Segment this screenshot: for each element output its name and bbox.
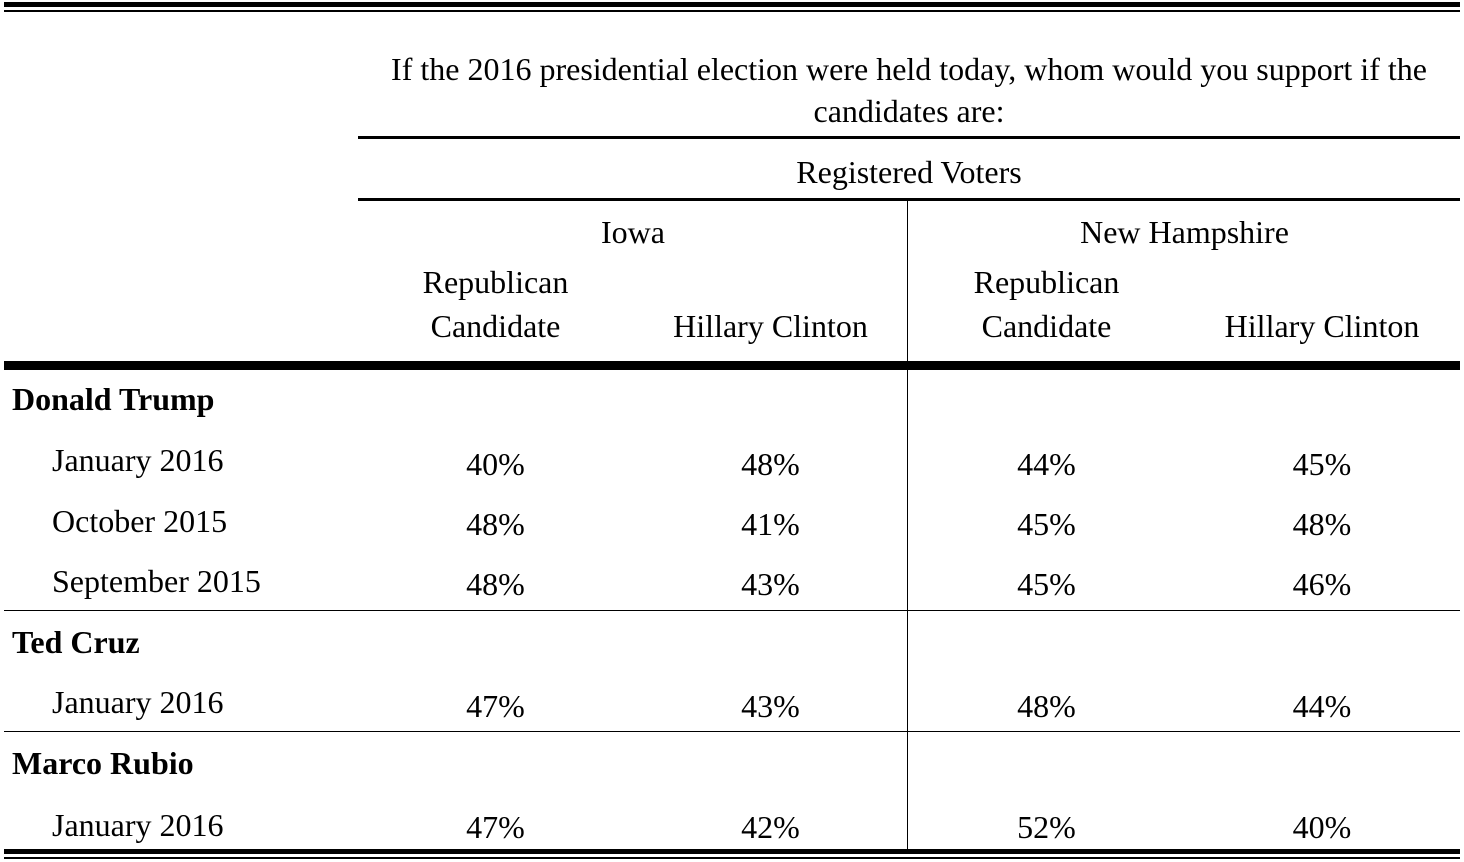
bottom-rule-thick (4, 849, 1460, 854)
row-date: January 2016 (52, 442, 224, 478)
table-cell: 45% (1017, 566, 1076, 602)
group-divider (4, 731, 1460, 732)
header-rule-thick (4, 361, 1460, 370)
row-date: January 2016 (52, 807, 224, 843)
population-rule (358, 198, 1460, 201)
table-cell: 47% (466, 688, 525, 724)
candidate-label: Donald Trump (12, 381, 215, 417)
group-divider (4, 610, 1460, 611)
subheader-iowa-republican-line2: Candidate (430, 308, 561, 344)
top-rule-thin (4, 10, 1460, 12)
table-cell: 44% (1017, 446, 1076, 482)
row-date: October 2015 (52, 503, 228, 539)
table-cell: 40% (466, 446, 525, 482)
table-cell: 45% (1292, 446, 1352, 482)
table-cell: 41% (741, 506, 800, 542)
table-cell: 43% (741, 566, 800, 602)
survey-question: If the 2016 presidential election were h… (391, 51, 1427, 129)
table-cell: 43% (741, 688, 800, 724)
table-cell: 48% (741, 446, 800, 482)
table-cell: 40% (1292, 809, 1352, 845)
state-divider (907, 200, 908, 850)
subheader-nh-clinton: Hillary Clinton (1224, 308, 1420, 344)
table-cell: 48% (1017, 688, 1076, 724)
subheader-nh-republican-line2: Candidate (981, 308, 1112, 344)
bottom-rule-thin (4, 857, 1460, 859)
state-header-new-hampshire: New Hampshire (1080, 214, 1289, 250)
subheader-iowa-republican-line1: Republican (422, 264, 569, 300)
table-cell: 44% (1292, 688, 1352, 724)
top-rule-thick (4, 2, 1460, 7)
candidate-label: Marco Rubio (12, 745, 194, 781)
subheader-iowa-clinton: Hillary Clinton (673, 308, 868, 344)
question-rule (358, 136, 1460, 139)
table-cell: 47% (466, 809, 525, 845)
table-cell: 48% (1292, 506, 1352, 542)
table-cell: 42% (741, 809, 800, 845)
candidate-label: Ted Cruz (12, 624, 140, 660)
population-label: Registered Voters (796, 154, 1022, 190)
state-header-iowa: Iowa (601, 214, 665, 250)
subheader-nh-republican-line1: Republican (973, 264, 1120, 300)
table-cell: 48% (466, 566, 525, 602)
table-cell: 48% (466, 506, 525, 542)
table-cell: 45% (1017, 506, 1076, 542)
table-cell: 46% (1292, 566, 1352, 602)
row-date: January 2016 (52, 684, 224, 720)
table-cell: 52% (1017, 809, 1076, 845)
row-date: September 2015 (52, 563, 261, 599)
